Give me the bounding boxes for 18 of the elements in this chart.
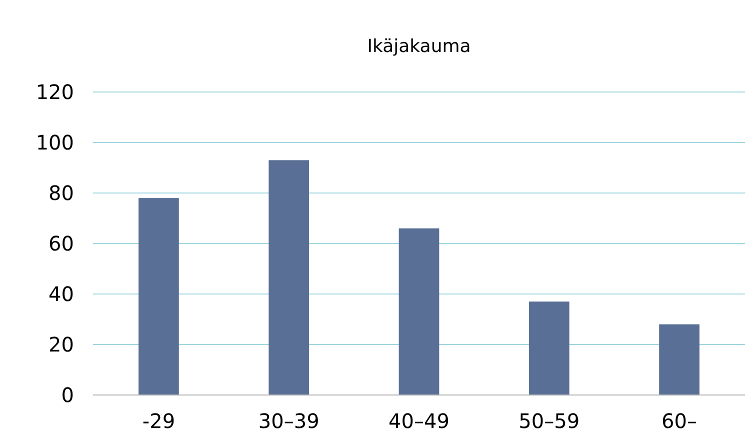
bar (398, 228, 440, 395)
x-tick-label: 30–39 (258, 409, 320, 433)
bar (659, 324, 700, 395)
x-tick-label: 40–49 (388, 409, 450, 433)
chart-title: Ikäjakauma (367, 36, 471, 57)
x-tick-label: -29 (142, 409, 176, 433)
bar (268, 160, 310, 395)
y-tick-label: 60 (48, 232, 74, 256)
y-tick-label: 0 (61, 383, 74, 407)
bar (528, 302, 570, 395)
x-tick-label: 50–59 (518, 409, 580, 433)
y-tick-label: 40 (48, 282, 74, 306)
bar (138, 198, 179, 395)
y-tick-label: 100 (36, 130, 74, 154)
y-tick-label: 80 (48, 181, 74, 205)
y-tick-label: 120 (36, 80, 74, 104)
x-tick-label: 60– (662, 409, 698, 433)
y-tick-label: 20 (48, 332, 74, 356)
